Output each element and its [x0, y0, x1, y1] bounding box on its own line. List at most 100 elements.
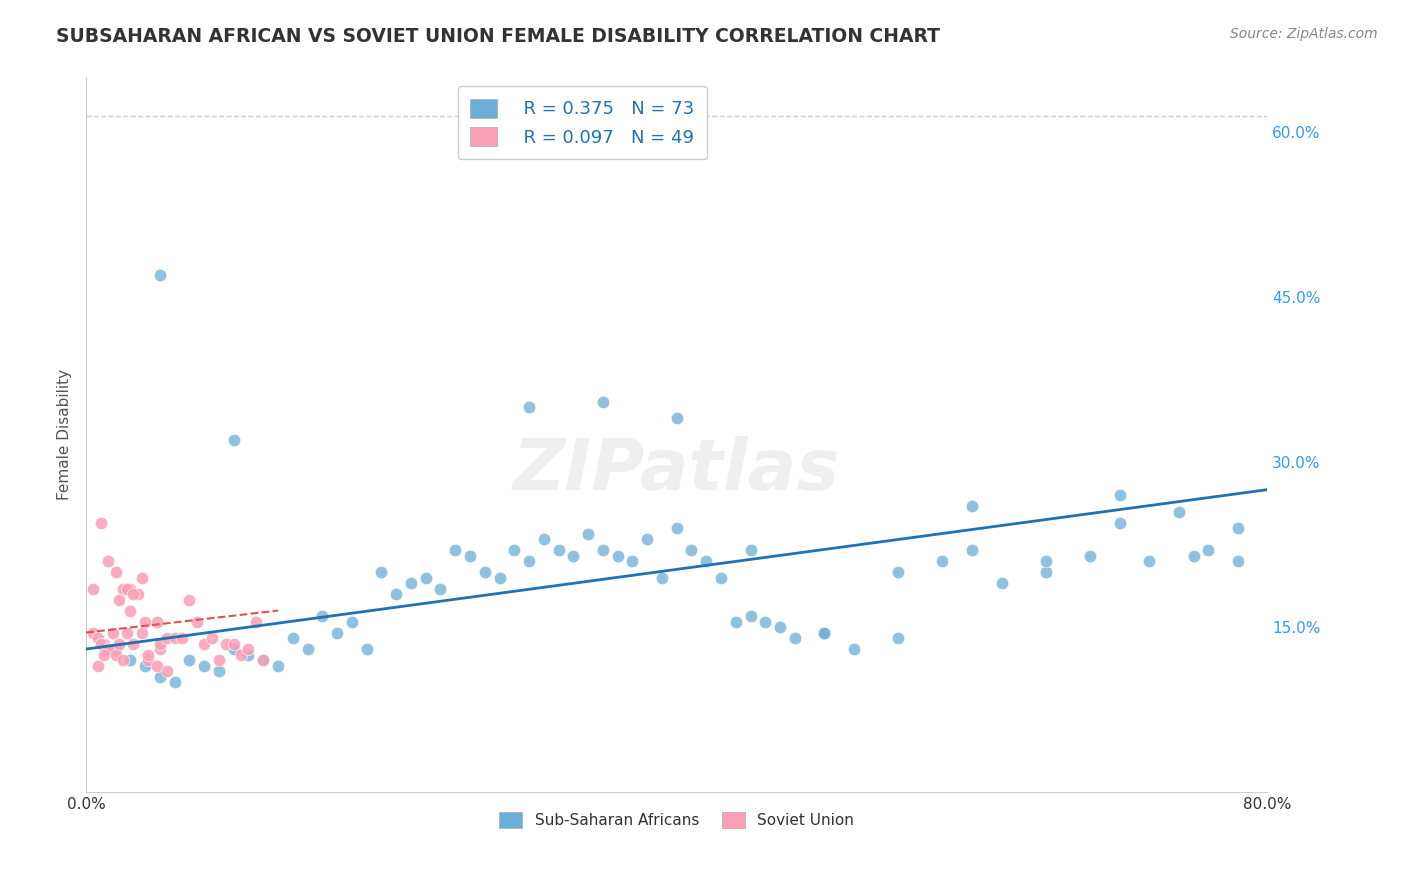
Point	[458, 549, 481, 563]
Point	[887, 631, 910, 645]
Point	[163, 631, 186, 645]
Point	[229, 648, 252, 662]
Point	[120, 604, 142, 618]
Point	[517, 554, 540, 568]
Point	[681, 543, 703, 558]
Point	[215, 636, 238, 650]
Point	[82, 625, 104, 640]
Point	[134, 658, 156, 673]
Point	[136, 648, 159, 662]
Point	[122, 636, 145, 650]
Point	[93, 636, 115, 650]
Point	[90, 516, 112, 530]
Point	[813, 625, 835, 640]
Point	[517, 401, 540, 415]
Point	[149, 669, 172, 683]
Point	[156, 664, 179, 678]
Point	[97, 642, 120, 657]
Point	[960, 499, 983, 513]
Point	[429, 582, 451, 596]
Point	[101, 625, 124, 640]
Point	[606, 549, 628, 563]
Point	[97, 554, 120, 568]
Point	[146, 615, 169, 629]
Point	[1137, 554, 1160, 568]
Point	[592, 394, 614, 409]
Point	[533, 532, 555, 546]
Point	[356, 642, 378, 657]
Point	[104, 565, 127, 579]
Point	[740, 543, 762, 558]
Point	[82, 582, 104, 596]
Point	[385, 587, 408, 601]
Point	[267, 658, 290, 673]
Point	[488, 571, 510, 585]
Point	[931, 554, 953, 568]
Point	[238, 648, 260, 662]
Point	[222, 642, 245, 657]
Point	[592, 543, 614, 558]
Point	[252, 653, 274, 667]
Point	[170, 631, 193, 645]
Point	[146, 658, 169, 673]
Point	[783, 631, 806, 645]
Point	[990, 576, 1012, 591]
Legend: Sub-Saharan Africans, Soviet Union: Sub-Saharan Africans, Soviet Union	[494, 806, 860, 834]
Point	[117, 582, 139, 596]
Point	[193, 658, 215, 673]
Point	[186, 615, 208, 629]
Point	[311, 609, 333, 624]
Text: SUBSAHARAN AFRICAN VS SOVIET UNION FEMALE DISABILITY CORRELATION CHART: SUBSAHARAN AFRICAN VS SOVIET UNION FEMAL…	[56, 27, 941, 45]
Point	[238, 642, 260, 657]
Point	[562, 549, 585, 563]
Point	[179, 592, 201, 607]
Point	[740, 609, 762, 624]
Point	[547, 543, 569, 558]
Text: ZIPatlas: ZIPatlas	[513, 436, 841, 505]
Point	[208, 653, 231, 667]
Point	[474, 565, 496, 579]
Point	[149, 636, 172, 650]
Point	[695, 554, 717, 568]
Point	[1108, 488, 1130, 502]
Point	[107, 636, 129, 650]
Point	[665, 411, 688, 425]
Point	[769, 620, 792, 634]
Point	[1035, 554, 1057, 568]
Point	[297, 642, 319, 657]
Point	[87, 631, 110, 645]
Point	[87, 658, 110, 673]
Point	[576, 526, 599, 541]
Point	[1035, 565, 1057, 579]
Point	[724, 615, 747, 629]
Point	[503, 543, 526, 558]
Point	[665, 521, 688, 535]
Point	[621, 554, 644, 568]
Point	[107, 592, 129, 607]
Point	[136, 653, 159, 667]
Point	[208, 664, 231, 678]
Point	[120, 653, 142, 667]
Point	[1226, 554, 1249, 568]
Point	[245, 615, 267, 629]
Point	[120, 582, 142, 596]
Point	[104, 642, 127, 657]
Point	[651, 571, 673, 585]
Point	[90, 636, 112, 650]
Point	[163, 675, 186, 690]
Point	[960, 543, 983, 558]
Point	[399, 576, 422, 591]
Point	[111, 582, 134, 596]
Point	[149, 642, 172, 657]
Point	[149, 268, 172, 283]
Point	[370, 565, 392, 579]
Text: Source: ZipAtlas.com: Source: ZipAtlas.com	[1230, 27, 1378, 41]
Point	[281, 631, 304, 645]
Point	[887, 565, 910, 579]
Point	[101, 642, 124, 657]
Point	[179, 653, 201, 667]
Point	[415, 571, 437, 585]
Point	[842, 642, 865, 657]
Point	[131, 625, 153, 640]
Point	[252, 653, 274, 667]
